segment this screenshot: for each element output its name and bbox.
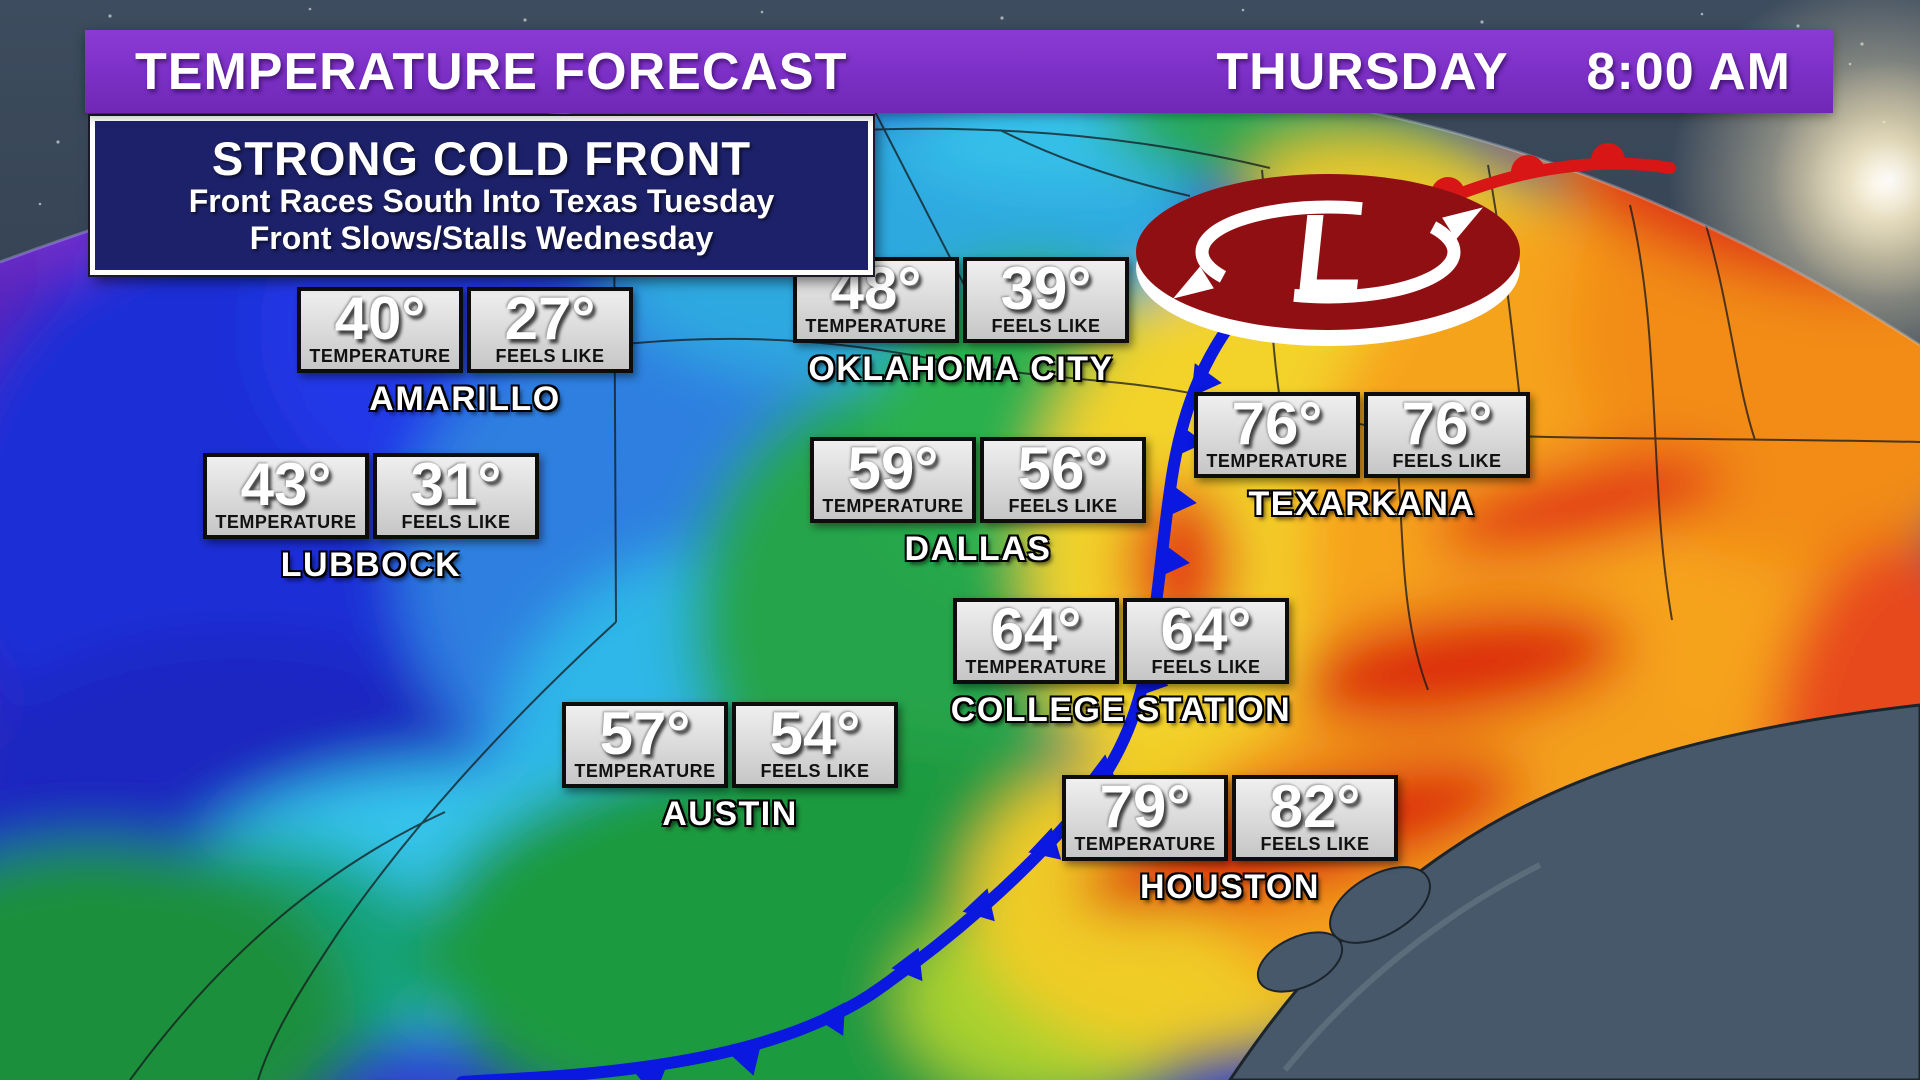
temp-widget-oklahoma-city: 48° TEMPERATURE 39° FEELS LIKE OKLAHOMA … (793, 257, 1129, 389)
city-name: HOUSTON (1140, 868, 1320, 906)
callout-title: STRONG COLD FRONT (211, 132, 752, 186)
banner-day: THURSDAY (1216, 42, 1509, 101)
header-banner: TEMPERATURE FORECAST THURSDAY 8:00 AM (85, 30, 1833, 113)
low-pressure-symbol: L (1136, 174, 1520, 346)
feels-like-box: 54° FEELS LIKE (732, 702, 898, 788)
temperature-value: 43° (240, 451, 332, 518)
banner-datetime: THURSDAY 8:00 AM (1216, 42, 1791, 102)
temperature-label: TEMPERATURE (215, 512, 357, 532)
temperature-box: 43° TEMPERATURE (203, 453, 369, 539)
feels-like-label: FEELS LIKE (1151, 657, 1261, 677)
temperature-box: 76° TEMPERATURE (1194, 392, 1360, 478)
cold-front-callout: STRONG COLD FRONT Front Races South Into… (90, 116, 873, 275)
city-name: DALLAS (904, 530, 1052, 568)
temperature-label: TEMPERATURE (965, 657, 1107, 677)
temperature-label: TEMPERATURE (822, 496, 964, 516)
temperature-label: TEMPERATURE (1206, 451, 1348, 471)
temperature-box: 79° TEMPERATURE (1062, 775, 1228, 861)
feels-like-label: FEELS LIKE (401, 512, 511, 532)
low-pressure-letter: L (1289, 190, 1371, 316)
temp-widget-amarillo: 40° TEMPERATURE 27° FEELS LIKE AMARILLO (297, 287, 633, 419)
temperature-label: TEMPERATURE (805, 316, 947, 336)
rotation-arrows (1195, 200, 1461, 304)
city-name: AUSTIN (662, 795, 798, 833)
temperature-value: 64° (990, 596, 1082, 663)
temp-widget-college-station: 64° TEMPERATURE 64° FEELS LIKE COLLEGE S… (950, 598, 1292, 730)
feels-like-label: FEELS LIKE (1008, 496, 1118, 516)
feels-like-value: 64° (1160, 596, 1252, 663)
feels-like-value: 82° (1269, 773, 1361, 840)
feels-like-value: 76° (1401, 390, 1493, 457)
temp-widget-austin: 57° TEMPERATURE 54° FEELS LIKE AUSTIN (562, 702, 898, 834)
feels-like-label: FEELS LIKE (1392, 451, 1502, 471)
feels-like-box: 76° FEELS LIKE (1364, 392, 1530, 478)
temperature-value: 59° (847, 435, 939, 502)
feels-like-box: 39° FEELS LIKE (963, 257, 1129, 343)
city-name: TEXARKANA (1248, 485, 1476, 523)
feels-like-value: 54° (769, 700, 861, 767)
temperature-value: 57° (599, 700, 691, 767)
city-name: OKLAHOMA CITY (808, 350, 1114, 388)
feels-like-box: 82° FEELS LIKE (1232, 775, 1398, 861)
city-name: AMARILLO (369, 380, 561, 418)
temperature-value: 40° (334, 285, 426, 352)
temperature-label: TEMPERATURE (309, 346, 451, 366)
feels-like-value: 39° (1000, 255, 1092, 322)
callout-line2: Front Slows/Stalls Wednesday (249, 220, 714, 257)
temperature-box: 40° TEMPERATURE (297, 287, 463, 373)
temperature-label: TEMPERATURE (1074, 834, 1216, 854)
feels-like-label: FEELS LIKE (760, 761, 870, 781)
temperature-value: 76° (1231, 390, 1323, 457)
feels-like-label: FEELS LIKE (495, 346, 605, 366)
temperature-box: 64° TEMPERATURE (953, 598, 1119, 684)
feels-like-box: 64° FEELS LIKE (1123, 598, 1289, 684)
temperature-value: 79° (1099, 773, 1191, 840)
temperature-box: 57° TEMPERATURE (562, 702, 728, 788)
feels-like-value: 27° (504, 285, 596, 352)
banner-time: 8:00 AM (1586, 42, 1791, 101)
temperature-box: 59° TEMPERATURE (810, 437, 976, 523)
city-name: COLLEGE STATION (950, 691, 1292, 729)
feels-like-box: 56° FEELS LIKE (980, 437, 1146, 523)
feels-like-box: 31° FEELS LIKE (373, 453, 539, 539)
temp-widget-texarkana: 76° TEMPERATURE 76° FEELS LIKE TEXARKANA (1194, 392, 1530, 524)
feels-like-box: 27° FEELS LIKE (467, 287, 633, 373)
temperature-label: TEMPERATURE (574, 761, 716, 781)
feels-like-value: 31° (410, 451, 502, 518)
feels-like-value: 56° (1017, 435, 1109, 502)
temp-widget-dallas: 59° TEMPERATURE 56° FEELS LIKE DALLAS (810, 437, 1146, 569)
feels-like-label: FEELS LIKE (991, 316, 1101, 336)
temp-widget-lubbock: 43° TEMPERATURE 31° FEELS LIKE LUBBOCK (203, 453, 539, 585)
sun-glow-core (1770, 60, 1920, 300)
temp-widget-houston: 79° TEMPERATURE 82° FEELS LIKE HOUSTON (1062, 775, 1398, 907)
city-name: LUBBOCK (280, 546, 462, 584)
feels-like-label: FEELS LIKE (1260, 834, 1370, 854)
banner-title: TEMPERATURE FORECAST (135, 42, 848, 101)
callout-line1: Front Races South Into Texas Tuesday (188, 183, 775, 220)
